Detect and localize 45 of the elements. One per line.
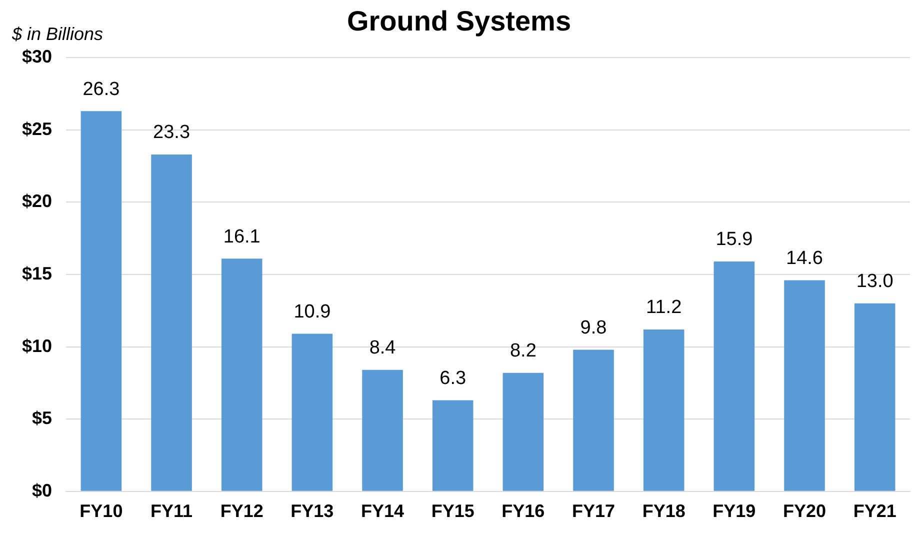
- y-tick-label: $0: [32, 480, 52, 500]
- x-tick-label: FY10: [80, 501, 123, 522]
- x-tick-label: FY16: [502, 501, 545, 522]
- data-label: 9.8: [580, 317, 607, 338]
- bar: [854, 303, 896, 491]
- bar: [292, 334, 333, 491]
- data-label: 8.4: [369, 338, 396, 359]
- y-tick-label: $10: [22, 336, 52, 356]
- bar: [573, 350, 614, 491]
- data-label: 6.3: [440, 368, 466, 390]
- data-label: 8.2: [510, 340, 536, 362]
- bar: [502, 372, 544, 491]
- bar: [151, 154, 192, 491]
- bar: [784, 280, 825, 491]
- data-label: 13.0: [856, 271, 894, 292]
- bar: [362, 370, 403, 491]
- x-tick-label: FY17: [572, 501, 616, 522]
- x-tick-label: FY11: [150, 501, 193, 522]
- x-tick-label: FY14: [361, 501, 404, 522]
- x-tick-label: FY19: [712, 501, 756, 522]
- data-label: 26.3: [82, 78, 120, 100]
- data-label: 11.2: [646, 297, 682, 318]
- y-tick-label: $30: [22, 46, 52, 67]
- data-label: 23.3: [153, 122, 190, 144]
- y-tick-label: $5: [32, 408, 52, 428]
- x-tick-label: FY21: [853, 501, 896, 522]
- chart-title: Ground Systems: [346, 6, 572, 37]
- x-tick-label: FY18: [642, 501, 686, 522]
- bar: [643, 329, 684, 491]
- y-tick-label: $25: [22, 118, 52, 139]
- x-tick-label: FY12: [220, 501, 264, 522]
- data-label: 15.9: [716, 229, 753, 250]
- bar: [714, 261, 755, 491]
- bar: [80, 111, 122, 491]
- x-tick-label: FY13: [290, 501, 334, 522]
- x-tick-label: FY15: [431, 501, 474, 522]
- data-label: 14.6: [786, 248, 823, 270]
- data-label: 16.1: [223, 226, 260, 248]
- y-axis-title: $ in Billions: [11, 24, 104, 44]
- bar: [432, 400, 474, 491]
- bar: [221, 258, 262, 491]
- x-tick-label: FY20: [782, 501, 826, 522]
- data-label: 10.9: [294, 302, 331, 323]
- y-tick-label: $20: [22, 191, 52, 212]
- y-tick-label: $15: [22, 263, 52, 284]
